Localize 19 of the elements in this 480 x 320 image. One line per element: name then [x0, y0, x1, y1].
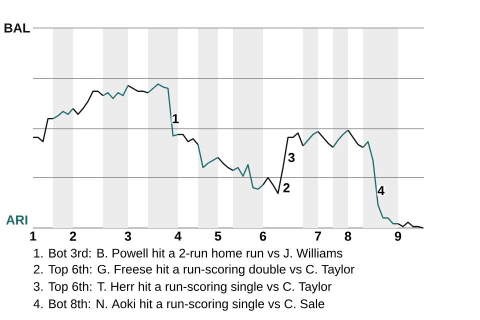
text: 3. Top 6th: T. Herr hit a run-scoring single vs C. Taylor: [34, 282, 332, 294]
text: 1. Bot 3rd: B. Powell hit a 2-run home run vs J. Williams: [34, 248, 342, 258]
x-tick-label: 9: [394, 232, 402, 241]
text: ARI: [6, 216, 28, 224]
annotation: 4: [378, 186, 385, 196]
x-tick-label: 5: [214, 232, 222, 241]
x-tick-label: 3: [124, 232, 132, 241]
annotation: 3: [288, 152, 295, 162]
x-tick-label: 8: [344, 232, 352, 241]
x-tick-label: 4: [174, 232, 182, 241]
x-tick-label: 1: [30, 232, 36, 241]
text: BAL: [4, 24, 30, 32]
text: 4. Bot 8th: N. Aoki hit a run-scoring single vs C. Sale: [33, 299, 324, 311]
annotation: 1: [172, 114, 179, 124]
text: 2. Top 6th: G. Freese hit a run-scoring double vs C. Taylor: [34, 264, 354, 276]
x-tick-label: 6: [260, 232, 266, 241]
x-tick-label: 2: [70, 232, 76, 241]
x-tick-label: 7: [314, 232, 322, 241]
annotation: 2: [283, 183, 290, 192]
